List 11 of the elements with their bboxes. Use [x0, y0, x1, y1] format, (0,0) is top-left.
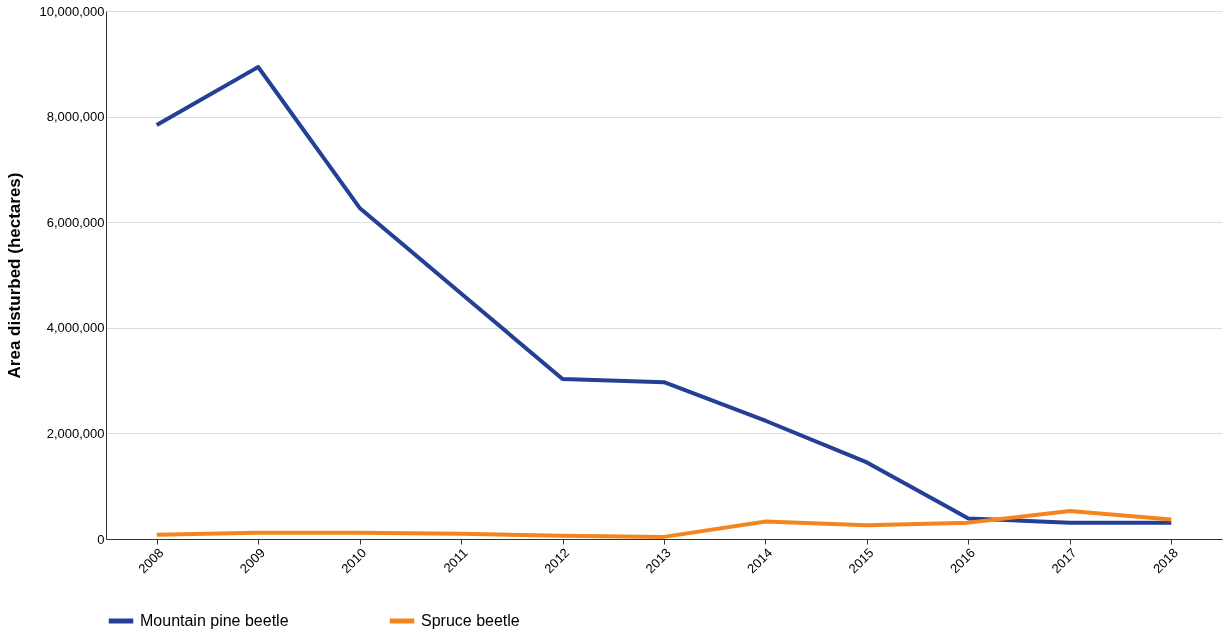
y-tick-label: 6,000,000: [46, 214, 105, 230]
y-tick-label: 2,000,000: [46, 425, 105, 441]
y-tick-label: 10,000,000: [39, 3, 105, 19]
legend-label: Mountain pine beetle: [140, 612, 289, 629]
line-series: [154, 509, 1174, 539]
y-tick-label: 8,000,000: [46, 109, 105, 125]
y-tick-label: 0: [97, 531, 105, 547]
legend-label: Spruce beetle: [421, 612, 520, 629]
y-axis-title: Area disturbed (hectares): [5, 172, 25, 379]
line-series: [154, 64, 1174, 525]
y-tick-label: 4,000,000: [46, 320, 105, 336]
